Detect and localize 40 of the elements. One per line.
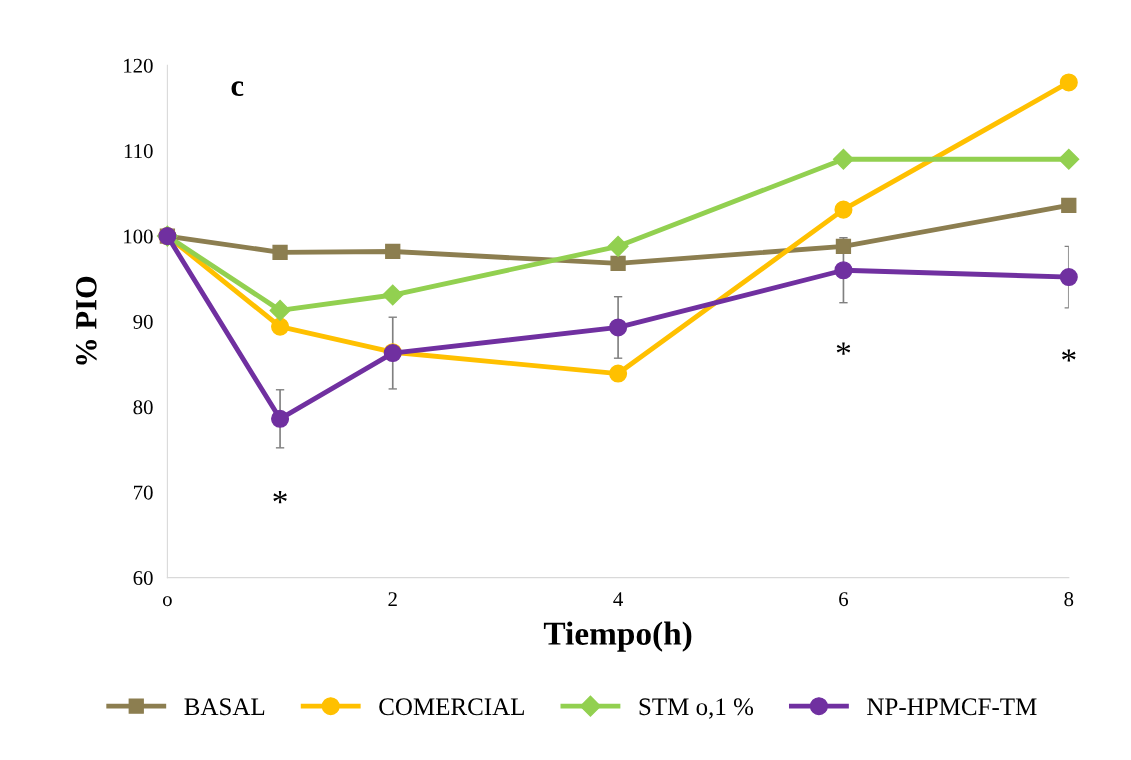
point [834,200,853,219]
point [835,238,852,254]
y-tick-label: 90 [133,314,153,329]
y-tick-label: 70 [134,485,153,500]
point [1061,197,1077,214]
y-tick-label: 100 [124,229,153,244]
legend-label: NP-HPMCF-TM [867,698,1037,716]
point [382,284,404,306]
y-tick-label: 60 [133,570,153,586]
legend-label: STM o,1 % [639,698,754,719]
point [1059,268,1078,287]
point [609,364,628,383]
annotation: * [1062,349,1076,362]
point [607,235,629,257]
point [385,243,401,260]
point [271,409,290,428]
annotation: c [231,81,244,97]
legend-label: BASAL [184,698,265,716]
y-tick-label: 80 [133,400,153,415]
point [609,318,628,337]
point [1059,73,1078,92]
legend-label: COMERCIAL [379,698,524,716]
x-tick-label: 4 [613,592,623,606]
annotation: * [273,491,287,504]
x-axis-title: Tiempo(h) [543,621,692,652]
annotation: * [836,342,851,355]
y-tick-label: 120 [124,58,153,73]
point [834,261,853,280]
x-tick-label: o [162,596,172,607]
x-tick-label: 2 [388,592,397,606]
y-tick-label: 110 [124,144,153,159]
y-axis-title: % PIO [75,276,97,365]
point [610,255,626,272]
point [1058,148,1080,170]
point [269,299,291,321]
point [272,244,288,260]
x-tick-label: 8 [1064,592,1074,607]
point [832,148,854,170]
point [271,317,290,336]
x-tick-label: 6 [839,592,849,607]
